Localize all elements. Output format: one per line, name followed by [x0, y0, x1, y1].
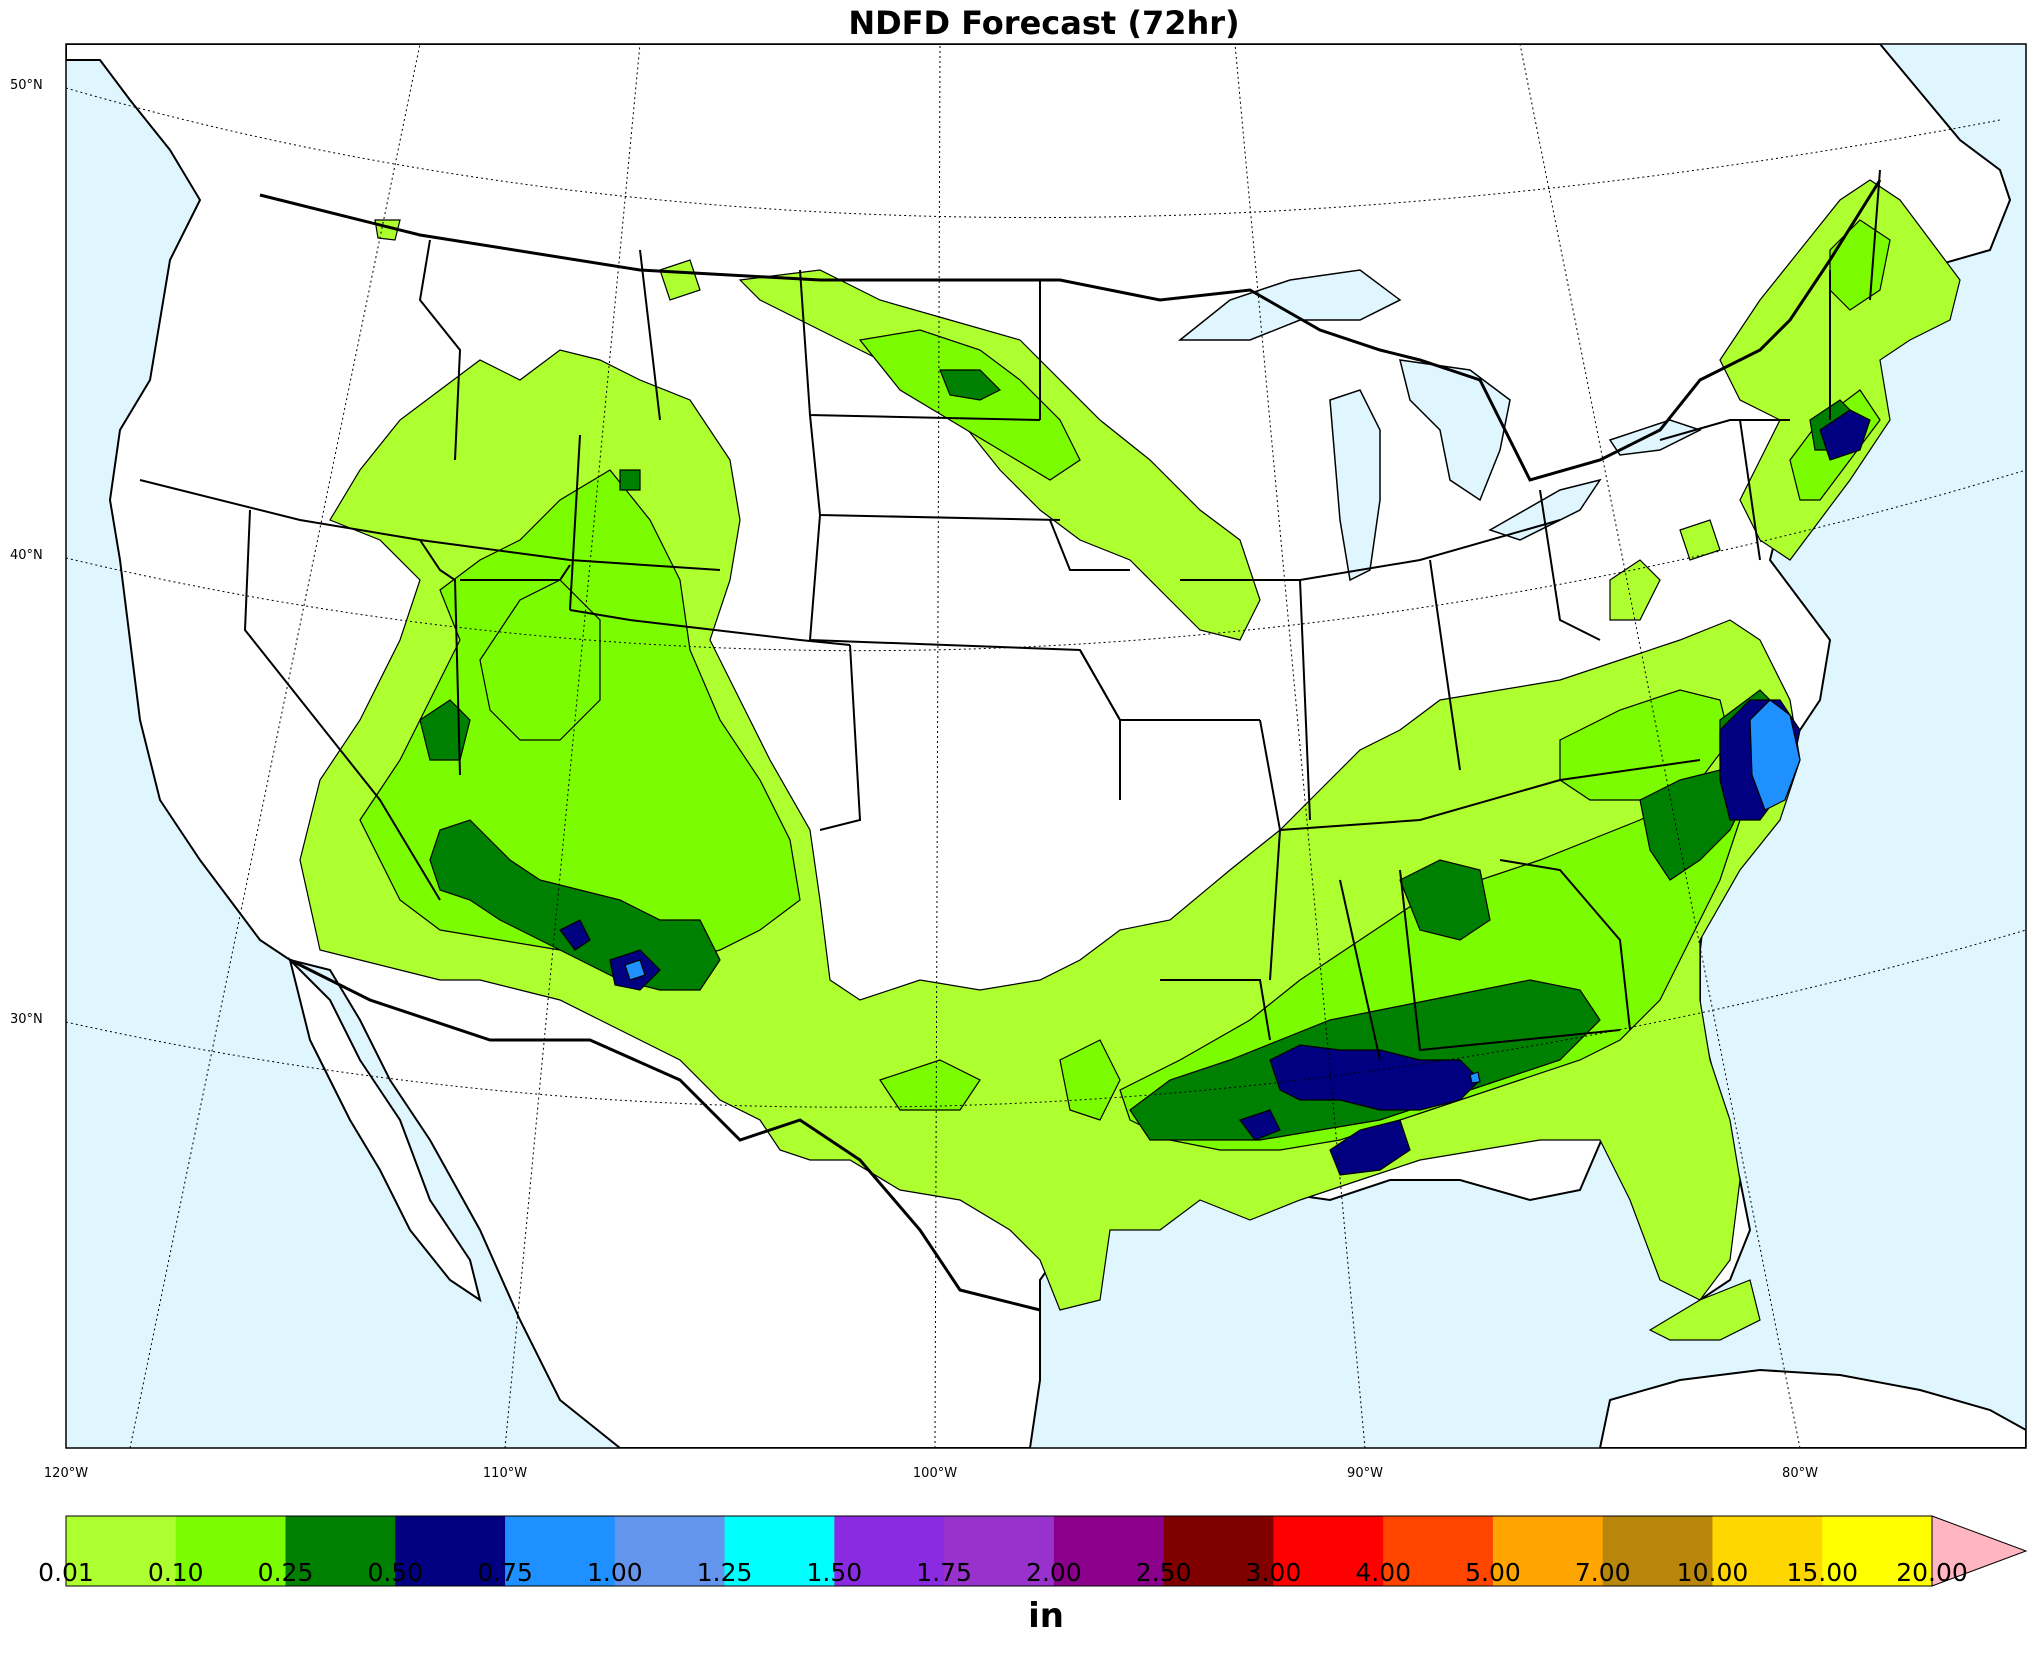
colorbar-tick-label: 0.75: [477, 1558, 533, 1587]
colorbar-tick-label: 3.00: [1245, 1558, 1302, 1587]
lake-michigan: [1329, 389, 1381, 582]
state-borders: [139, 169, 1881, 1061]
colorbar-tick-label: 10.00: [1676, 1558, 1749, 1587]
land-baja: [288, 956, 482, 1303]
colorbar-tick-label: 5.00: [1465, 1558, 1521, 1587]
precip-map: [65, 43, 2027, 1449]
colorbar-tick-label: 0.10: [147, 1558, 204, 1587]
colorbar-tick-label: 1.50: [806, 1558, 863, 1587]
colorbar-outline: [65, 1515, 1933, 1587]
colorbar-tick-label: 15.00: [1786, 1558, 1859, 1587]
colorbar-tick-label: 0.50: [367, 1558, 424, 1587]
colorbar-tick-label: 0.01: [38, 1558, 94, 1587]
graticule: [66, 44, 2026, 1448]
colorbar-tick-label: 1.25: [696, 1558, 753, 1587]
colorbar-tick-label: 1.75: [916, 1558, 972, 1587]
colorbar-tick-label: 2.00: [1026, 1558, 1082, 1587]
lake-superior: [1177, 269, 1402, 341]
colorbar-tick-label: 2.50: [1135, 1558, 1192, 1587]
lake-huron: [1399, 359, 1511, 502]
land-cuba: [1598, 1368, 2026, 1448]
colorbar-tick-label: 1.00: [586, 1558, 643, 1587]
colorbar-tick-label: 0.25: [257, 1558, 314, 1587]
colorbar-units: in: [1028, 1596, 1064, 1636]
colorbar-tick-label: 7.00: [1574, 1558, 1631, 1587]
lat-label-30: 30°N: [10, 1012, 43, 1027]
lon-label-110: 110°W: [482, 1466, 528, 1481]
colorbar-tick-label: 4.00: [1355, 1558, 1412, 1587]
lat-label-50: 50°N: [10, 78, 43, 93]
lon-label-100: 100°W: [912, 1466, 958, 1481]
map-title: NDFD Forecast (72hr): [848, 4, 1240, 42]
country-borders: [259, 179, 1882, 1312]
lon-label-90: 90°W: [1347, 1466, 1383, 1481]
precip-band-075: [624, 699, 1801, 1084]
lon-label-80: 80°W: [1782, 1466, 1818, 1481]
lake-erie: [1488, 478, 1602, 541]
lon-label-120: 120°W: [43, 1466, 89, 1481]
lat-label-40: 40°N: [10, 548, 43, 563]
colorbar-tick-label: 20.00: [1896, 1558, 1968, 1587]
